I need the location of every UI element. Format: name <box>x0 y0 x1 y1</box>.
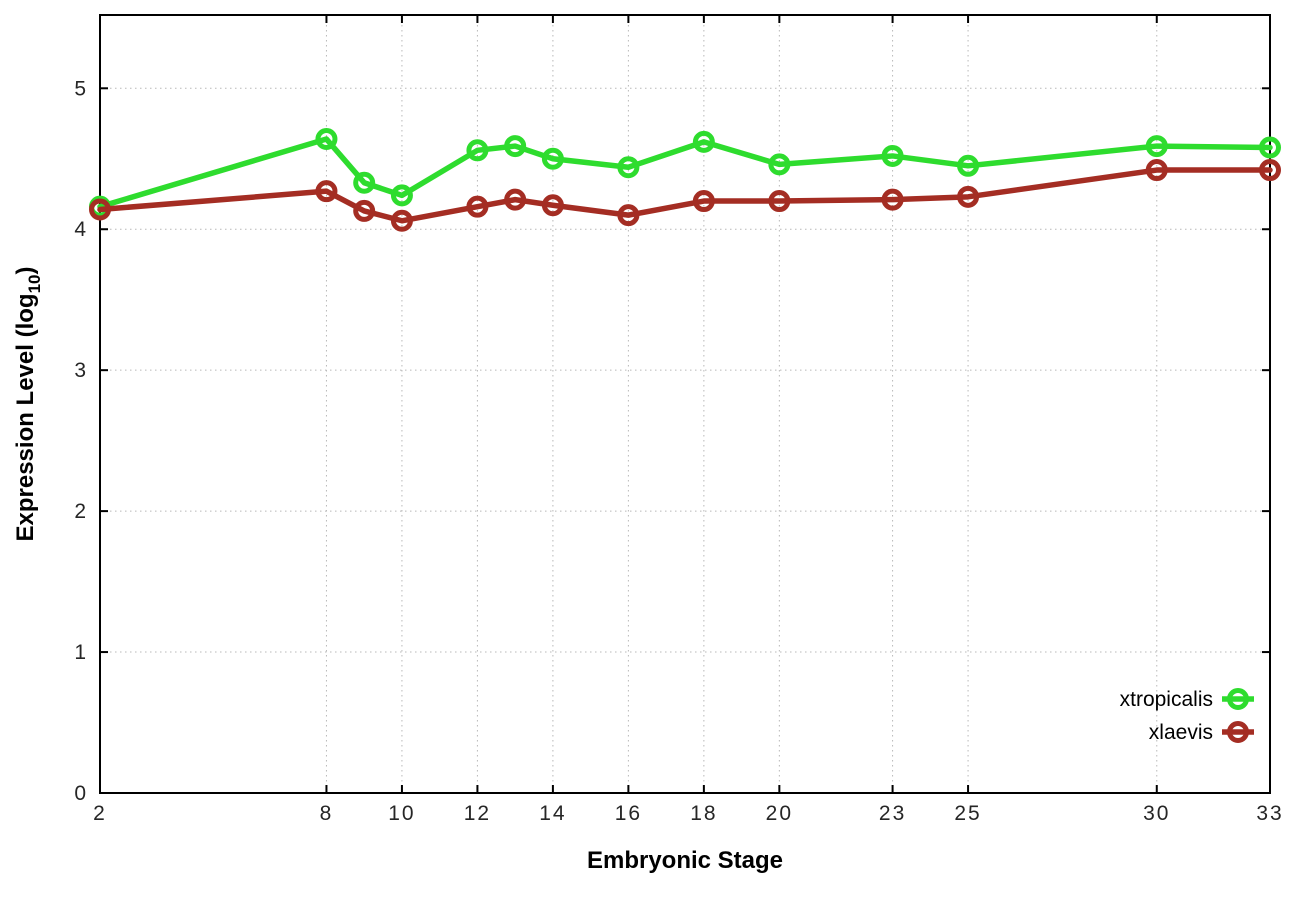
data-point-xlaevis <box>957 185 980 208</box>
data-point-xlaevis <box>617 204 640 227</box>
legend-marker-xtropicalis <box>1227 688 1249 710</box>
data-point-xtropicalis <box>768 153 791 176</box>
data-point-xlaevis <box>1259 159 1281 182</box>
x-tick-label: 30 <box>1143 802 1170 825</box>
legend-marker-xlaevis <box>1227 721 1249 743</box>
y-axis-title-main: Expression Level (log <box>12 293 39 541</box>
x-tick-label: 33 <box>1256 802 1283 825</box>
x-tick-label: 18 <box>690 802 717 825</box>
grid-layer <box>100 15 1270 793</box>
x-tick-label: 2 <box>93 802 107 825</box>
data-point-xlaevis <box>353 199 376 222</box>
x-tick-label: 10 <box>388 802 415 825</box>
data-point-xlaevis <box>881 188 904 211</box>
y-tick-label: 5 <box>74 77 88 100</box>
data-point-xlaevis <box>541 194 564 217</box>
data-point-xtropicalis <box>881 144 904 167</box>
data-point-xlaevis <box>315 180 338 203</box>
data-point-xtropicalis <box>541 147 564 170</box>
data-point-xlaevis <box>466 195 489 218</box>
x-tick-label: 23 <box>879 802 906 825</box>
data-point-xlaevis <box>768 190 791 213</box>
x-tick-label: 12 <box>464 802 491 825</box>
data-point-xlaevis <box>1145 159 1168 182</box>
data-point-xlaevis <box>692 190 715 213</box>
data-point-xtropicalis <box>1259 136 1281 159</box>
y-tick-label: 3 <box>74 359 88 382</box>
y-tick-label: 1 <box>74 641 88 664</box>
data-point-xlaevis <box>89 198 111 221</box>
series-layer <box>89 128 1281 232</box>
data-point-xtropicalis <box>1145 135 1168 158</box>
legend-layer: xtropicalis xlaevis <box>1120 688 1254 744</box>
data-point-xlaevis <box>390 209 413 232</box>
x-tick-label: 25 <box>954 802 981 825</box>
x-axis-title: Embryonic Stage <box>587 847 783 874</box>
y-axis-title-end: ) <box>12 267 39 275</box>
data-point-xtropicalis <box>466 139 489 162</box>
y-tick-label: 0 <box>74 782 88 805</box>
series-xlaevis <box>89 159 1281 232</box>
x-tick-label: 20 <box>766 802 793 825</box>
data-point-xtropicalis <box>692 130 715 153</box>
series-xtropicalis <box>89 128 1281 218</box>
y-tick-label: 4 <box>74 218 88 241</box>
plot-border <box>99 14 1271 794</box>
x-tick-label: 14 <box>539 802 566 825</box>
series-line-xlaevis <box>97 167 1273 224</box>
data-point-xlaevis <box>504 188 527 211</box>
x-tick-label: 8 <box>320 802 334 825</box>
legend-label-xlaevis: xlaevis <box>1149 721 1213 744</box>
data-point-xtropicalis <box>504 135 527 158</box>
y-axis-title: Expression Level (log10) <box>12 267 44 542</box>
data-point-xtropicalis <box>315 128 338 151</box>
data-point-xtropicalis <box>390 184 413 207</box>
y-tick-label: 2 <box>74 500 88 523</box>
data-point-xtropicalis <box>957 154 980 177</box>
x-tick-label: 16 <box>615 802 642 825</box>
legend-label-xtropicalis: xtropicalis <box>1120 688 1213 711</box>
data-point-xtropicalis <box>617 156 640 179</box>
data-point-xtropicalis <box>353 171 376 194</box>
y-axis-title-subscript: 10 <box>25 275 44 294</box>
